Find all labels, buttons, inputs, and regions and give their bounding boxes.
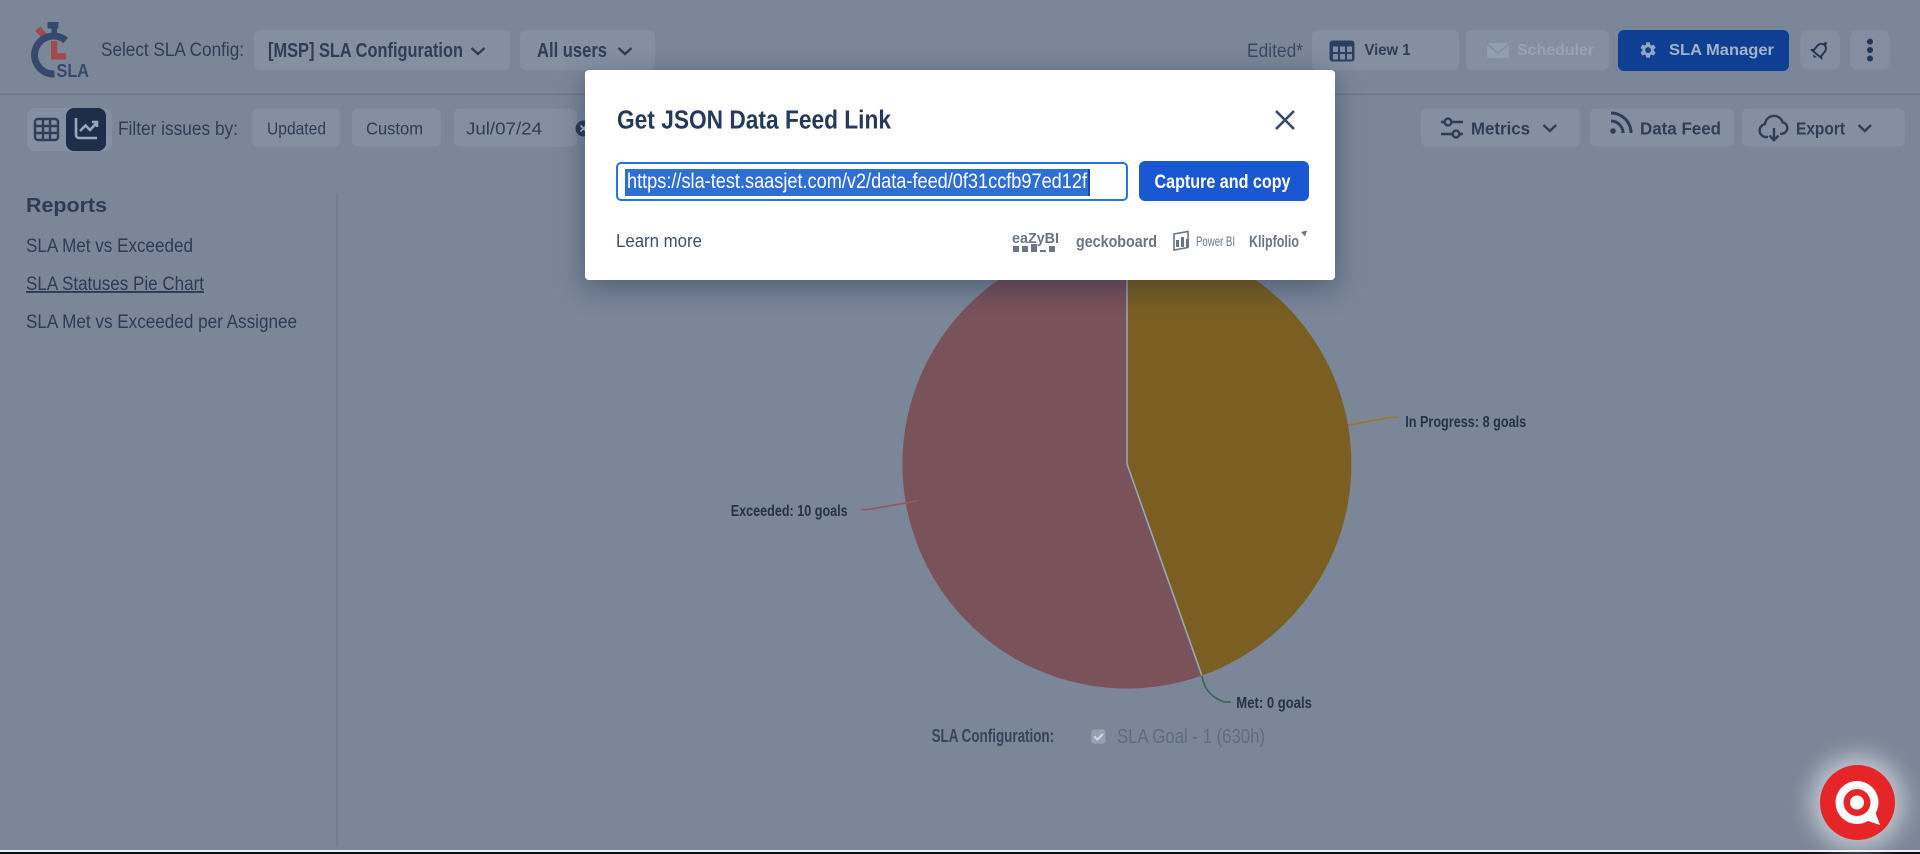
svg-text:Capture and copy: Capture and copy — [1155, 172, 1291, 193]
svg-text:Power BI: Power BI — [1196, 234, 1235, 249]
svg-text:SLA Met vs Exceeded: SLA Met vs Exceeded — [26, 236, 193, 257]
svg-text:Jul/07/24: Jul/07/24 — [466, 119, 542, 139]
svg-text:View 1: View 1 — [1365, 42, 1411, 59]
svg-text:SLA Statuses Pie Chart: SLA Statuses Pie Chart — [26, 274, 205, 295]
svg-text:eaZyBI: eaZyBI — [1012, 230, 1059, 247]
svg-text:Exceeded: 10 goals: Exceeded: 10 goals — [731, 503, 848, 520]
svg-text:Filter issues by:: Filter issues by: — [118, 119, 238, 140]
svg-text:SLA Manager: SLA Manager — [1669, 42, 1774, 59]
svg-text:https://sla-test.saasjet.com/v: https://sla-test.saasjet.com/v2/data-fee… — [627, 170, 1087, 193]
svg-text:In Progress: 8 goals: In Progress: 8 goals — [1405, 414, 1526, 431]
svg-text:Scheduler: Scheduler — [1517, 42, 1594, 59]
svg-text:Edited*: Edited* — [1247, 40, 1303, 62]
svg-text:All users: All users — [537, 40, 607, 62]
svg-text:Metrics: Metrics — [1471, 119, 1530, 139]
svg-text:SLA Goal - 1 (630h): SLA Goal - 1 (630h) — [1117, 725, 1265, 748]
svg-text:SLA Configuration:: SLA Configuration: — [932, 725, 1055, 746]
svg-text:Reports: Reports — [26, 195, 107, 217]
svg-text:Select SLA Config:: Select SLA Config: — [101, 40, 244, 61]
svg-text:[MSP] SLA Configuration: [MSP] SLA Configuration — [268, 40, 463, 62]
svg-text:geckoboard: geckoboard — [1076, 232, 1157, 251]
svg-text:Export: Export — [1796, 119, 1845, 139]
svg-text:Get JSON Data Feed Link: Get JSON Data Feed Link — [617, 107, 892, 135]
svg-text:Updated: Updated — [267, 119, 326, 139]
svg-text:Custom: Custom — [366, 119, 423, 139]
svg-text:SLA: SLA — [57, 60, 90, 81]
svg-text:SLA Met vs Exceeded per Assign: SLA Met vs Exceeded per Assignee — [26, 312, 297, 333]
svg-text:Klipfolio: Klipfolio — [1249, 232, 1299, 251]
svg-text:Learn more: Learn more — [616, 231, 702, 251]
svg-text:Data Feed: Data Feed — [1640, 119, 1721, 139]
svg-text:Met: 0 goals: Met: 0 goals — [1236, 695, 1312, 712]
